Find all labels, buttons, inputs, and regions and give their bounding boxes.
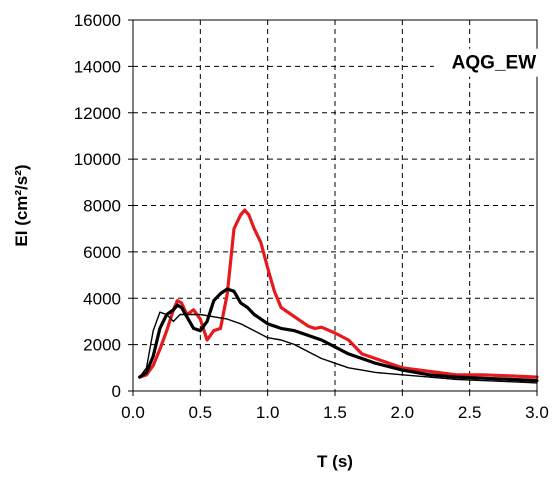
- y-tick-label: 6000: [83, 243, 121, 262]
- series-line-1: [138, 208, 539, 379]
- x-tick-label: 1.0: [256, 403, 280, 422]
- chart-annotation: AQG_EW: [452, 53, 537, 74]
- annotation-background: [433, 48, 554, 77]
- y-tick-label: 14000: [74, 57, 121, 76]
- x-tick-label: 2.0: [391, 403, 415, 422]
- y-tick-label: 10000: [74, 150, 121, 169]
- series-line-3: [138, 311, 538, 384]
- y-tick-label: 8000: [83, 197, 121, 216]
- series-layer: [138, 208, 539, 384]
- y-tick-label: 4000: [83, 289, 121, 308]
- x-tick-label: 2.5: [458, 403, 482, 422]
- x-tick-label: 1.5: [323, 403, 347, 422]
- y-tick-label: 2000: [83, 336, 121, 355]
- y-tick-label: 16000: [74, 11, 121, 30]
- y-axis-title: EI (cm²/s²): [12, 164, 31, 246]
- tick-layer: 0.0 0.5 1.0 1.5 2.0 2.5 3.0 0 2000 4000 6000 8000 10…: [74, 11, 549, 422]
- y-tick-label: 0: [112, 382, 121, 401]
- x-axis-title: T (s): [317, 452, 353, 471]
- series-line-2: [138, 287, 539, 383]
- x-tick-label: 0.5: [189, 403, 213, 422]
- x-tick-label: 0.0: [121, 403, 145, 422]
- x-tick-label: 3.0: [525, 403, 549, 422]
- y-tick-label: 12000: [74, 104, 121, 123]
